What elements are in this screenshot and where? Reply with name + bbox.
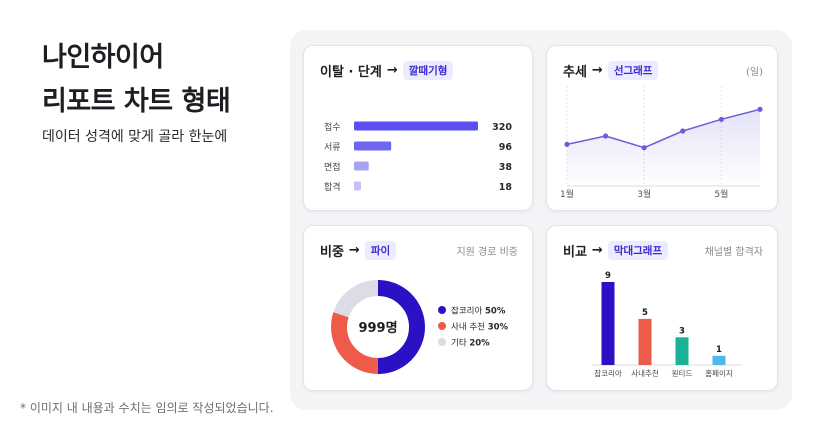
line-point [757,106,763,112]
arrow-icon: → [386,62,398,78]
legend-label-name: 기타 [451,339,469,349]
line-x-tick-label: 3월 [637,188,651,200]
hero-subtitle: 데이터 성격에 맞게 골라 한눈에 [42,129,228,145]
hero-title-line2: 리포트 차트 형태 [42,86,231,117]
funnel-value-label: 38 [499,162,513,173]
share-chart-tag: 파이 [364,240,397,260]
share-card: 비중 → 파이 지원 경로 비중 999명 잡코리아 50% 사내 추천 30% 기타… [303,225,533,391]
footnote: * 이미지 내 내용과 수치는 임의로 작성되었습니다. [20,401,274,415]
line-point [641,145,647,151]
compare-card-header: 비교 → 막대그래프 [563,240,669,260]
legend-label: 사내 추천 30% [451,322,509,333]
funnel-value-label: 320 [492,122,512,133]
legend-label: 기타 20% [451,339,490,349]
column-bar [638,318,652,365]
legend-swatch [438,306,446,314]
share-card-title: 비중 [320,244,344,260]
legend-swatch [438,322,446,330]
hero-title: 나인하이어 리포트 차트 형태 [42,36,231,124]
funnel-bar [354,141,392,151]
funnel-value-label: 18 [499,182,513,193]
legend-label: 잡코리아 50% [451,306,506,317]
column-chart: 9 잡코리아 5 사내추천 3 원티드 1 홈페이지 [592,271,742,378]
line-point [603,133,609,139]
funnel-category-label: 합격 [324,181,341,193]
legend-label-value: 30% [488,323,509,333]
trend-unit-label: (일) [745,67,763,78]
funnel-chart: 접수 320 서류 96 면접 38 합격 18 [324,121,513,193]
arrow-icon: → [591,242,603,258]
arrow-icon: → [348,242,360,258]
legend-label-value: 20% [469,339,490,349]
funnel-category-label: 서류 [324,142,341,153]
column-bar [675,337,689,365]
funnel-chart-tag: 깔때기형 [402,60,454,80]
legend-label-name: 사내 추천 [451,322,488,333]
column-value-label: 9 [605,271,611,281]
line-point [718,116,724,122]
compare-card: 비교 → 막대그래프 채널별 합격자 9 잡코리아 5 사내추천 3 원티드 1 홈페이지 [546,225,778,391]
trend-card: 추세 → 선그래프 (일) 1월 3월 5월 [546,45,778,211]
trend-card-header: 추세 → 선그래프 [563,60,659,80]
funnel-bar [354,161,369,171]
legend-swatch [438,338,446,346]
share-card-header: 비중 → 파이 [320,240,397,260]
funnel-value-label: 96 [499,142,513,153]
legend-label-name: 잡코리아 [451,306,485,317]
column-bar [712,355,726,365]
column-value-label: 1 [716,345,722,355]
line-series [566,108,761,149]
column-category-label: 원티드 [672,369,693,378]
funnel-card: 이탈 · 단계 → 깔때기형 접수 320 서류 96 면접 38 합격 18 [303,45,533,211]
arrow-icon: → [591,62,603,78]
column-value-label: 3 [679,326,685,336]
donut-slice [331,280,425,374]
line-point [564,141,570,147]
trend-card-title: 추세 [563,64,587,80]
line-chart: 1월 3월 5월 [560,86,763,200]
funnel-card-header: 이탈 · 단계 → 깔때기형 [320,60,454,80]
compare-meta-label: 채널별 합격자 [704,247,763,258]
donut-chart: 999명 잡코리아 50% 사내 추천 30% 기타 20% [331,280,509,374]
funnel-bar [354,121,478,131]
compare-card-title: 비교 [563,244,587,260]
share-meta-label: 지원 경로 비중 [456,247,518,258]
line-area [567,109,760,186]
compare-chart-tag: 막대그래프 [607,240,669,260]
column-bar [601,282,615,365]
legend-label-value: 50% [485,307,506,317]
column-category-label: 잡코리아 [594,368,622,378]
column-category-label: 사내추천 [631,368,659,378]
column-value-label: 5 [642,308,648,318]
line-x-tick-label: 5월 [714,188,728,200]
funnel-bar [354,181,361,191]
line-x-tick-label: 1월 [560,188,574,200]
hero-title-line1: 나인하이어 [42,42,164,73]
funnel-category-label: 접수 [324,121,341,133]
line-point [680,128,686,134]
funnel-category-label: 면접 [324,161,341,173]
donut-center-label: 999명 [358,320,397,336]
trend-chart-tag: 선그래프 [607,60,659,80]
funnel-card-title: 이탈 · 단계 [320,64,382,80]
column-category-label: 홈페이지 [705,368,733,378]
donut-slice [331,280,425,374]
